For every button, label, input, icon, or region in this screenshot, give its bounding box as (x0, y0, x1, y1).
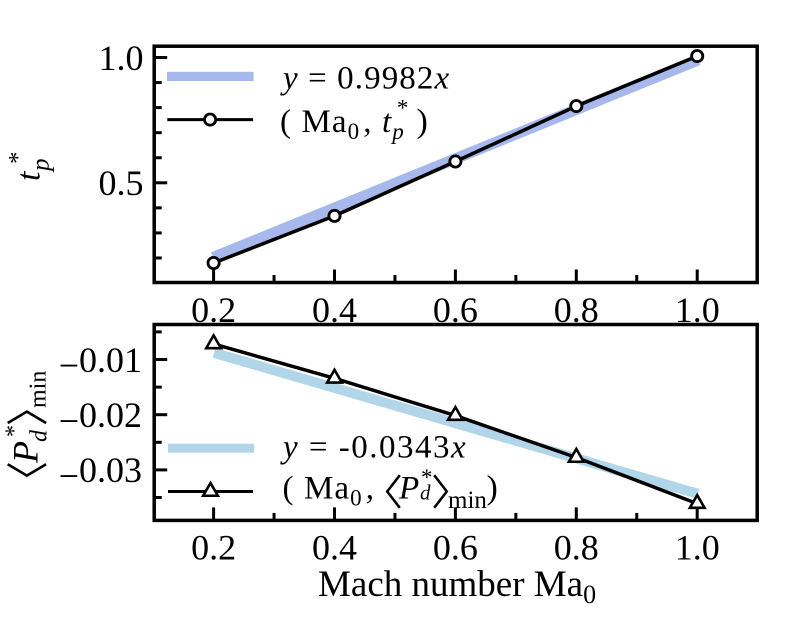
svg-text:P: P (6, 441, 46, 464)
svg-text:d: d (420, 481, 431, 505)
svg-text:y = 0.9982x: y = 0.9982x (280, 60, 450, 96)
svg-text:*: * (5, 152, 32, 165)
svg-text:min: min (26, 371, 52, 408)
svg-text:0.4: 0.4 (312, 290, 357, 330)
svg-text:0.6: 0.6 (433, 528, 478, 568)
svg-text:1.0: 1.0 (99, 38, 144, 78)
svg-text:0.6: 0.6 (433, 290, 478, 330)
svg-text:0.8: 0.8 (554, 290, 599, 330)
svg-text:1.0: 1.0 (675, 290, 720, 330)
svg-text:0.2: 0.2 (191, 528, 236, 568)
svg-text:( Ma0, tp* ): ( Ma0, tp* ) (280, 96, 429, 145)
svg-text:*: * (421, 465, 433, 490)
svg-text:Mach number Ma0: Mach number Ma0 (318, 564, 596, 609)
svg-text:0.8: 0.8 (554, 528, 599, 568)
svg-text:1.0: 1.0 (675, 528, 720, 568)
svg-text:p: p (28, 159, 55, 174)
svg-text:t: t (11, 170, 48, 181)
svg-text:−0.03: −0.03 (59, 450, 142, 496)
svg-text:−0.01: −0.01 (59, 340, 142, 386)
svg-text:): ) (487, 470, 498, 507)
svg-text:min: min (448, 487, 487, 514)
svg-text:y = -0.0343x: y = -0.0343x (280, 429, 467, 465)
svg-text:d: d (27, 429, 53, 442)
svg-text:*: * (2, 425, 28, 437)
svg-text:0.5: 0.5 (99, 163, 144, 203)
svg-text:0.2: 0.2 (191, 290, 236, 330)
svg-text:0.4: 0.4 (312, 528, 357, 568)
svg-text:−0.02: −0.02 (59, 395, 142, 441)
svg-text:P: P (398, 471, 419, 507)
